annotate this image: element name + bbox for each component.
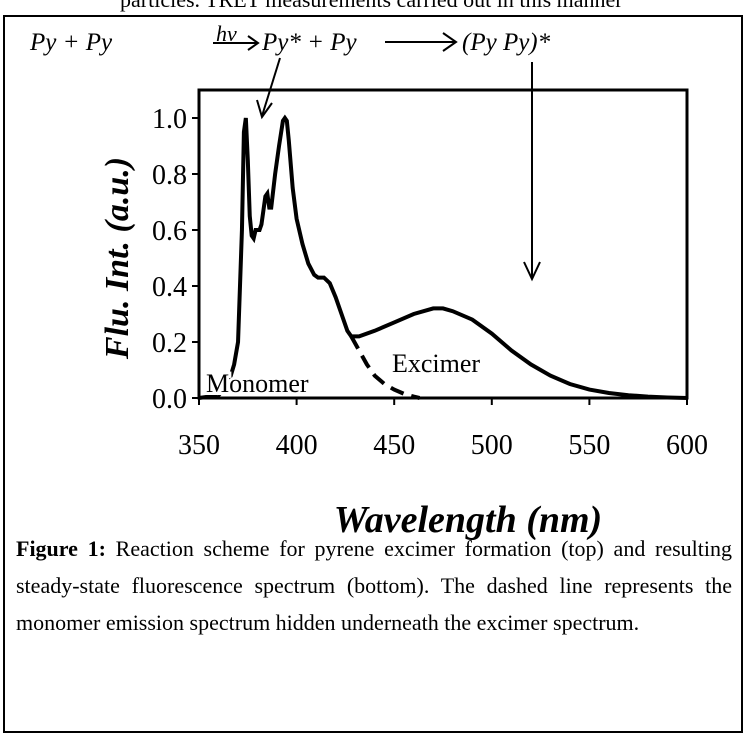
y-tick-label: 0.6 [152,216,187,247]
series-label: Monomer [206,369,309,398]
y-tick-label: 1.0 [152,104,187,135]
arrow-head [442,32,458,52]
x-tick-label: 350 [178,430,220,461]
x-tick-label: 500 [471,430,513,461]
caption-text: Reaction scheme for pyrene excimer forma… [16,536,733,635]
y-tick-label: 0.2 [152,328,187,359]
reactants: Py + Py [29,29,113,56]
excimer: (Py Py)* [462,29,551,56]
arrow [261,57,281,117]
arrows [213,32,541,282]
spectrum-line [198,114,688,400]
excited: Py* + Py [261,29,358,56]
x-tick-label: 450 [373,430,415,461]
plot-frame [197,88,689,400]
y-tick-label: 0.8 [152,160,187,191]
arrow-head [523,261,541,282]
x-tick-label: 400 [276,430,318,461]
x-axis-label: Wavelength (nm) [334,499,602,541]
hv: hν [216,21,237,46]
y-axis-label: Flu. Int. (a.u.) [99,157,136,360]
caption-label: Figure 1: [16,536,106,561]
series-label: Excimer [392,349,480,378]
scheme: Py + Py hν Py* + Py (Py Py)* [29,21,551,56]
cut-off-text: particles. TRET measurements carried out… [120,0,623,13]
y-tick-label: 0.4 [152,272,187,303]
arrow-head [247,35,260,51]
x-tick-label: 550 [568,430,610,461]
x-tick-label: 600 [666,430,708,461]
arrow-head [256,99,273,120]
y-tick-label: 0.0 [152,384,187,415]
caption: Figure 1: Reaction scheme for pyrene exc… [16,530,732,641]
figure-frame [3,15,743,733]
